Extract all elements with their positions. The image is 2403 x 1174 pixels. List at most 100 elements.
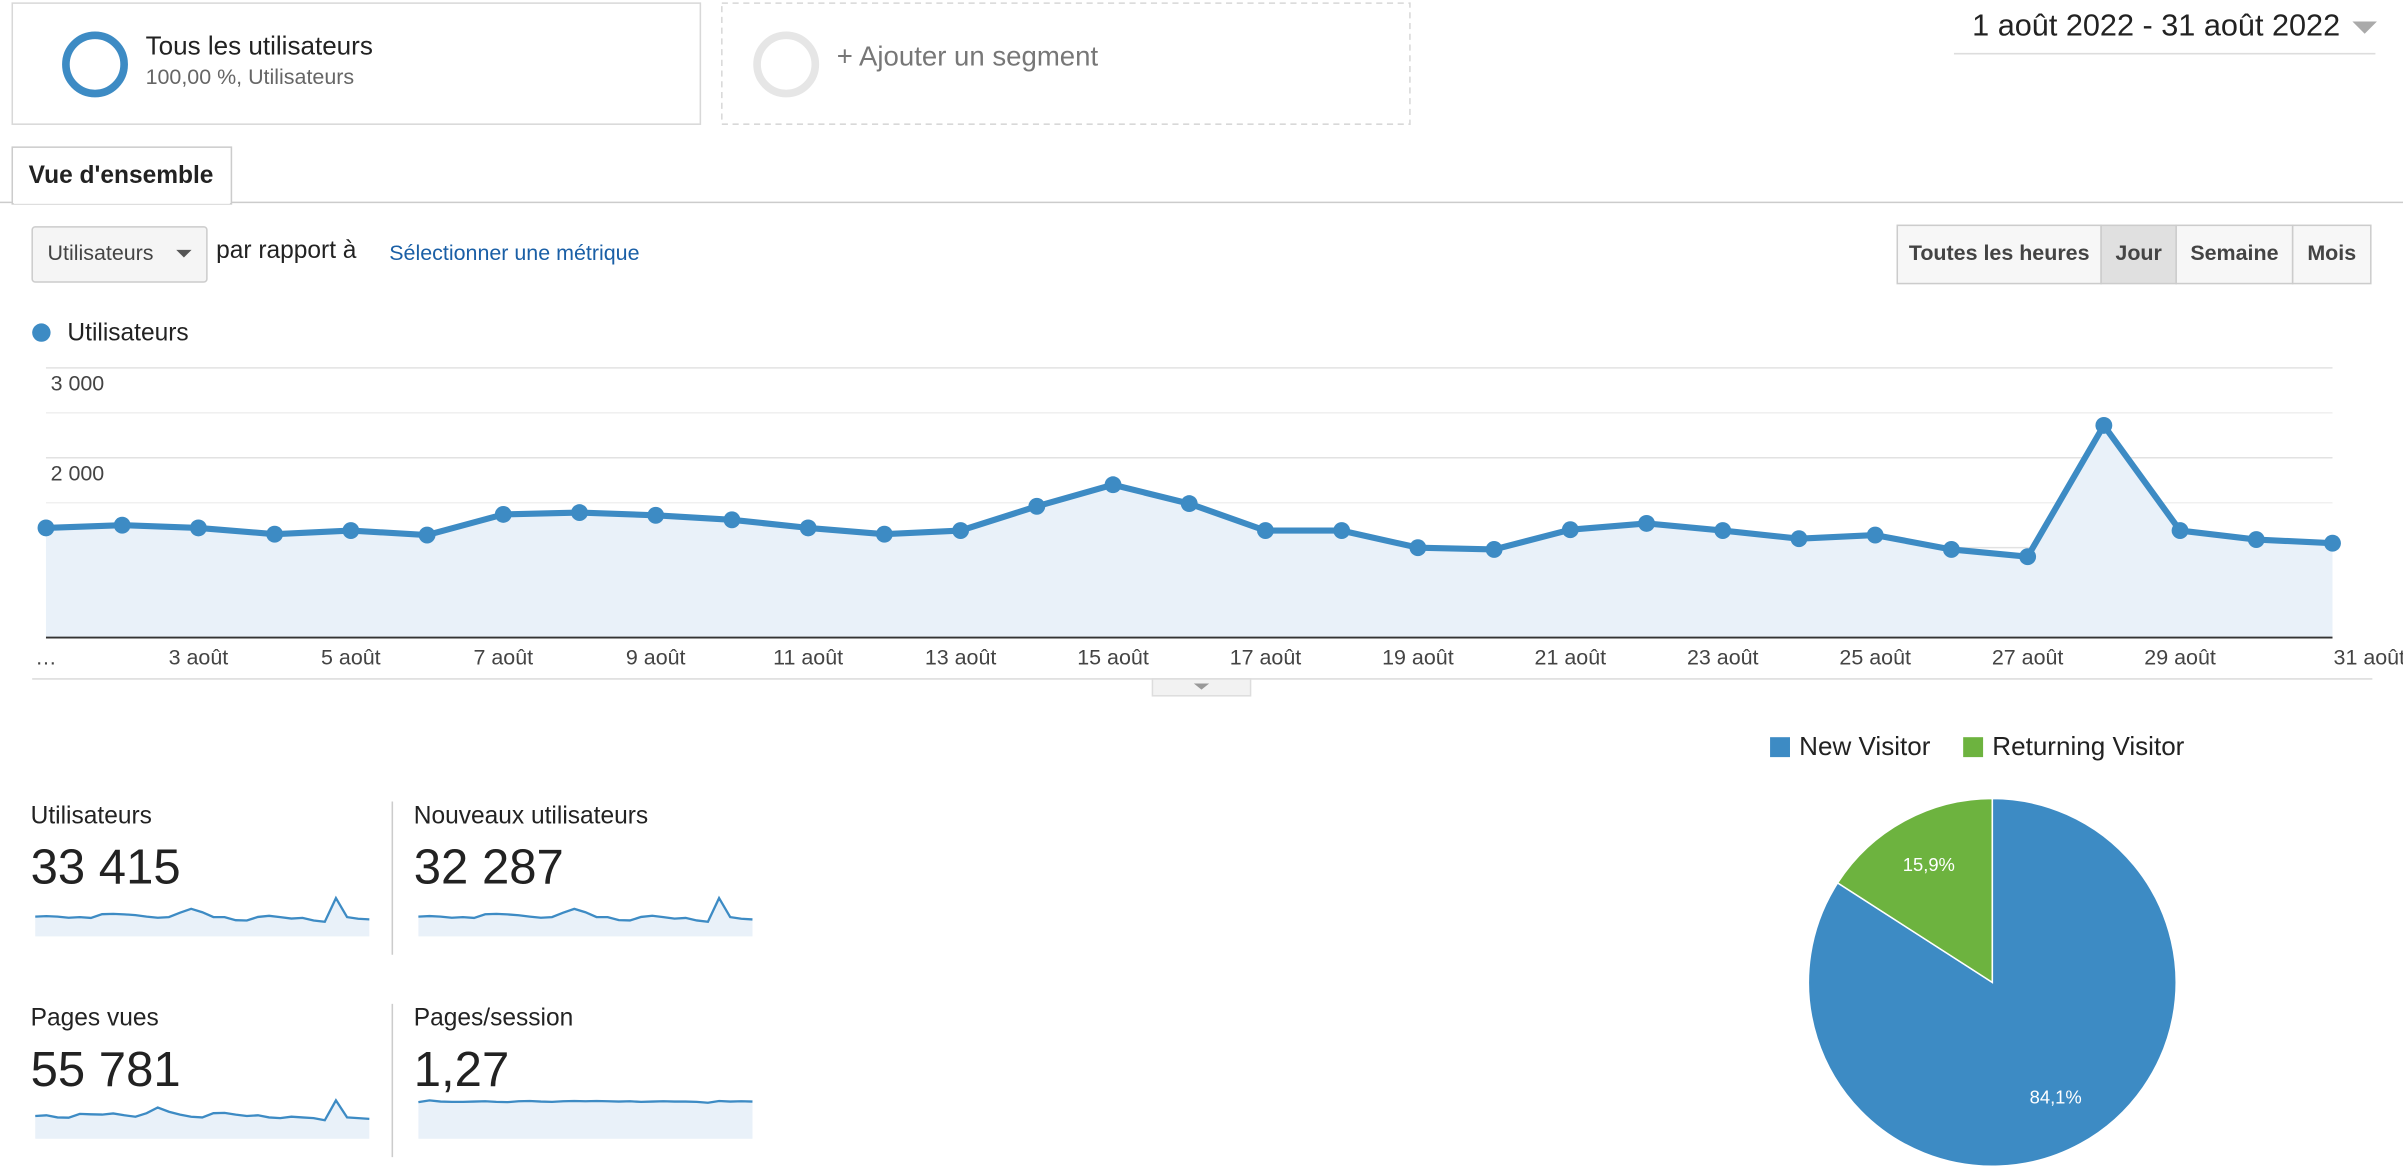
point	[1561, 521, 1579, 539]
legend-marker	[32, 323, 51, 342]
sparkline	[35, 1098, 370, 1122]
point	[723, 511, 741, 529]
x-tick-label: 13 août	[925, 646, 997, 670]
x-tick-label: …	[35, 646, 56, 670]
point	[1485, 541, 1503, 558]
pie-label: 84,1%	[2030, 1086, 2082, 1107]
granularity-label: Toutes les heures	[1909, 241, 2090, 265]
sparkline-area	[35, 1100, 370, 1139]
compare-label: par rapport à	[216, 237, 357, 264]
dropdown-caret	[176, 249, 192, 258]
point	[494, 505, 512, 523]
x-tick-label: 27 août	[1992, 646, 2064, 670]
point	[799, 519, 817, 537]
point	[875, 525, 893, 543]
legend-label: New Visitor	[1799, 731, 1931, 761]
scorecard-value: 32 287	[414, 840, 564, 894]
select-metric[interactable]: Sélectionner une métrique	[389, 241, 639, 265]
scorecard-value: 55 781	[31, 1043, 181, 1097]
chart-toggle-caret	[1193, 683, 1210, 690]
granularity-buttons: Toutes les heures Jour Semaine Mois	[1896, 224, 2372, 285]
x-tick-label: 15 août	[1077, 646, 1149, 670]
x-tick-label: 21 août	[1535, 646, 1607, 670]
scorecards: Utilisateurs 33 415 Nouveaux utilisateurs 3…	[31, 802, 753, 1139]
y-tick-label: 2 000	[51, 461, 105, 485]
segment-subtitle: 100,00 %, Utilisateurs	[146, 65, 355, 89]
legend-label: Returning Visitor	[1992, 731, 2184, 761]
granularity-button[interactable]	[2291, 224, 2372, 285]
sparkline	[35, 895, 370, 924]
point	[647, 506, 665, 524]
point	[1104, 476, 1122, 494]
granularity-button[interactable]	[2100, 224, 2177, 285]
scorecard-label: Utilisateurs	[31, 802, 152, 829]
legend-swatch	[1770, 737, 1790, 758]
segment-icon	[62, 31, 128, 98]
add-segment-card[interactable]	[721, 2, 1411, 125]
pie-slice[interactable]	[1836, 797, 1994, 984]
sparkline-area	[418, 1100, 753, 1139]
point	[1714, 522, 1732, 540]
granularity-label: Semaine	[2190, 241, 2278, 265]
scorecard-label: Pages/session	[414, 1005, 573, 1032]
sparkline	[418, 1099, 753, 1104]
point	[1257, 522, 1274, 540]
x-tick-label: 17 août	[1230, 646, 1302, 670]
scorecard-value: 33 415	[31, 840, 181, 894]
point	[1866, 526, 1884, 544]
segment-title: Tous les utilisateurs	[146, 30, 373, 60]
point	[1790, 530, 1808, 548]
tab[interactable]	[11, 146, 233, 205]
segment-card[interactable]	[11, 2, 702, 125]
sparkline-area	[35, 898, 370, 937]
x-tick-label: 9 août	[626, 646, 686, 670]
scorecard-label: Nouveaux utilisateurs	[414, 802, 648, 829]
point	[1409, 539, 1427, 557]
x-tick-label: 3 août	[169, 646, 229, 670]
point	[952, 522, 970, 540]
legend-label: Utilisateurs	[67, 320, 188, 347]
point	[1180, 495, 1198, 513]
point	[342, 522, 360, 540]
scorecard-label: Pages vues	[31, 1005, 159, 1032]
granularity-label: Jour	[2115, 241, 2162, 265]
x-tick-label: 11 août	[773, 646, 843, 670]
metric-dropdown[interactable]	[31, 226, 208, 283]
sparkline-area	[418, 898, 753, 937]
point	[2324, 534, 2341, 552]
add-segment-icon	[753, 31, 820, 98]
point	[1942, 541, 1960, 558]
point	[37, 519, 55, 537]
point	[2095, 416, 2113, 434]
date-range[interactable]: 1 août 2022 - 31 août 2022	[1972, 9, 2340, 43]
pie-label: 15,9%	[1903, 854, 1955, 875]
x-tick-label: 19 août	[1382, 646, 1454, 670]
metric-dropdown-label: Utilisateurs	[48, 241, 154, 265]
granularity-label: Mois	[2307, 241, 2356, 265]
point	[189, 519, 207, 537]
tab-label: Vue d'ensemble	[29, 162, 214, 189]
area	[45, 425, 2333, 638]
point	[2019, 548, 2037, 566]
point	[1028, 497, 1046, 515]
add-segment[interactable]: + Ajouter un segment	[837, 41, 1099, 72]
legend-swatch	[1963, 737, 1984, 758]
x-tick-label: 25 août	[1839, 646, 1911, 670]
point	[266, 525, 284, 543]
point	[571, 504, 588, 522]
point	[2247, 531, 2265, 549]
y-tick-label: 3 000	[51, 371, 105, 395]
point	[418, 526, 436, 544]
pie-chart: New Visitor Returning Visitor 84,1% 15,9%	[1770, 731, 2185, 1168]
point	[113, 516, 131, 534]
x-tick-label: 23 août	[1687, 646, 1759, 670]
x-tick-label: 7 août	[473, 646, 533, 670]
date-caret	[2352, 21, 2377, 34]
point	[2171, 522, 2189, 540]
x-tick-label: 29 août	[2144, 646, 2216, 670]
point	[1638, 514, 1655, 532]
x-tick-label: 5 août	[321, 646, 381, 670]
x-tick-label: 31 août	[2334, 646, 2403, 670]
